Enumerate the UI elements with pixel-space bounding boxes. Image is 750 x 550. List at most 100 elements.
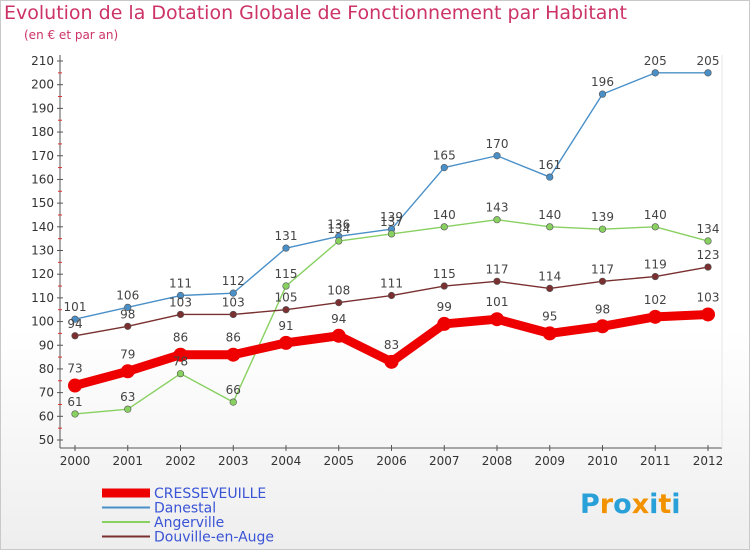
data-label: 165 (433, 149, 456, 163)
data-label: 117 (591, 262, 614, 276)
logo-letter: P (580, 489, 600, 520)
data-point (493, 216, 501, 224)
data-label: 111 (380, 277, 403, 291)
y-tick-label: 190 (31, 101, 54, 115)
data-label: 143 (486, 201, 509, 215)
data-label: 99 (437, 300, 452, 314)
data-label: 134 (697, 222, 720, 236)
data-point (648, 309, 663, 324)
data-point (651, 272, 659, 281)
data-point (226, 347, 241, 362)
logo-letter: i (649, 489, 659, 520)
data-point (120, 364, 135, 379)
data-label: 111 (169, 277, 192, 291)
data-label: 86 (173, 331, 188, 345)
data-label: 140 (538, 208, 561, 222)
data-point (387, 230, 396, 238)
data-point (701, 307, 715, 322)
logo-letter: o (613, 489, 632, 520)
x-tick-label: 2010 (587, 454, 618, 468)
data-label: 94 (331, 312, 346, 326)
data-label: 103 (169, 295, 192, 309)
x-tick-label: 2012 (693, 454, 724, 468)
legend-label: Angerville (154, 515, 224, 531)
data-label: 95 (542, 309, 557, 323)
data-point (546, 173, 554, 181)
y-tick-label: 130 (31, 244, 54, 258)
data-point (176, 370, 185, 378)
logo-letter: t (658, 489, 672, 520)
legend-label: CRESSEVEUILLE (154, 486, 266, 502)
data-point (493, 152, 501, 160)
data-point (595, 319, 610, 334)
data-point (598, 225, 607, 233)
data-label: 139 (591, 210, 614, 224)
chart-title: Evolution de la Dotation Globale de Fonc… (4, 2, 627, 24)
y-tick-label: 150 (31, 196, 54, 210)
data-label: 66 (226, 383, 241, 397)
y-tick-label: 100 (31, 315, 54, 329)
x-tick-label: 2002 (165, 454, 196, 468)
legend-label: Danestal (154, 501, 216, 517)
data-label: 61 (67, 395, 82, 409)
x-tick-label: 2003 (218, 454, 249, 468)
data-point (173, 347, 188, 362)
x-tick-label: 2005 (323, 454, 354, 468)
x-tick-label: 2007 (429, 454, 460, 468)
data-label: 106 (116, 288, 139, 302)
data-label: 119 (644, 258, 667, 272)
data-label: 112 (222, 274, 245, 288)
x-tick-label: 2000 (60, 454, 91, 468)
data-point (440, 282, 448, 290)
data-label: 105 (275, 291, 298, 305)
data-label: 79 (120, 347, 135, 361)
data-label: 86 (226, 331, 241, 345)
data-point (598, 277, 607, 285)
data-point (229, 289, 237, 297)
data-point (124, 303, 132, 311)
data-point (71, 410, 79, 418)
x-tick-label: 2008 (482, 454, 513, 468)
data-label: 161 (538, 158, 561, 172)
data-point (176, 310, 185, 319)
data-label: 101 (486, 295, 509, 309)
data-label: 205 (697, 54, 720, 68)
x-tick-label: 2009 (534, 454, 565, 468)
data-label: 137 (380, 215, 403, 229)
data-label: 134 (327, 222, 350, 236)
data-label: 205 (644, 54, 667, 68)
data-point (704, 69, 712, 77)
data-label: 115 (433, 267, 456, 281)
x-tick-label: 2001 (112, 454, 143, 468)
y-tick-label: 80 (39, 362, 54, 376)
data-label: 170 (486, 137, 509, 151)
data-label: 102 (644, 293, 667, 307)
x-tick-label: 2011 (640, 454, 671, 468)
data-label: 114 (538, 269, 561, 283)
data-point (335, 237, 343, 245)
y-tick-label: 90 (39, 338, 54, 352)
data-point (331, 328, 346, 343)
data-point (440, 163, 448, 172)
data-point (704, 237, 712, 245)
data-label: 123 (697, 248, 720, 262)
data-point (387, 291, 396, 300)
logo-letter: i (671, 489, 681, 520)
data-label: 139 (380, 210, 403, 224)
data-label: 63 (120, 390, 135, 404)
data-point (493, 277, 501, 285)
data-point (546, 223, 554, 231)
data-point (71, 315, 79, 323)
y-tick-label: 170 (31, 149, 54, 163)
y-tick-label: 50 (39, 433, 54, 447)
data-label: 101 (64, 300, 87, 314)
data-point (440, 223, 448, 231)
data-point (282, 244, 290, 252)
data-point (279, 335, 293, 350)
data-label: 131 (275, 229, 298, 243)
data-label: 103 (697, 290, 720, 304)
data-point (229, 398, 237, 406)
data-point (546, 284, 554, 293)
data-label: 98 (595, 302, 610, 316)
